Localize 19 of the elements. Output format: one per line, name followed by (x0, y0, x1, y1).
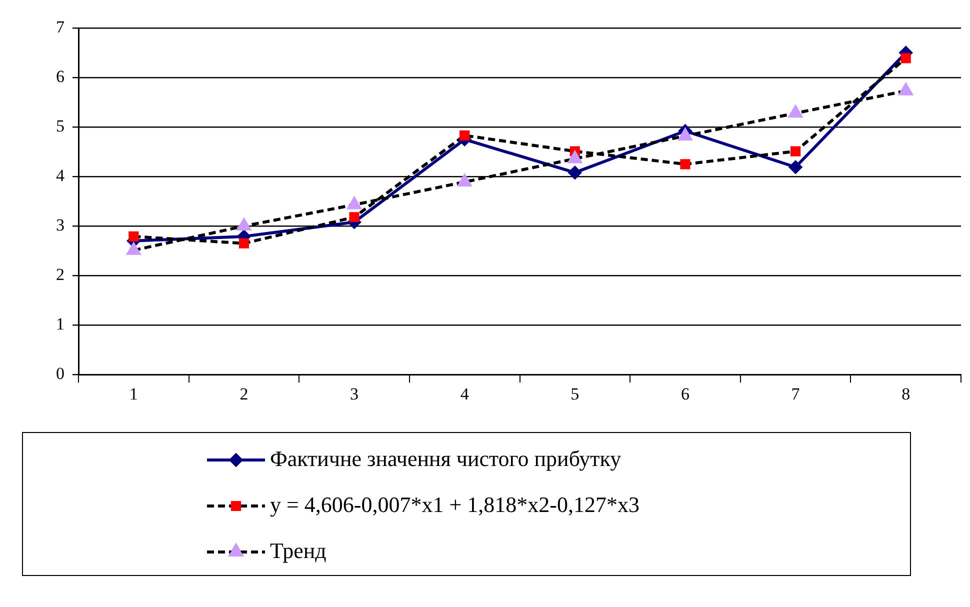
x-tick-label: 3 (350, 384, 359, 404)
y-tick-label: 6 (56, 66, 64, 86)
x-tick-label: 2 (240, 384, 248, 404)
x-tick-label: 6 (680, 384, 690, 404)
x-tick-label: 8 (902, 384, 910, 404)
y-tick-label: 3 (56, 216, 64, 235)
x-tick-label: 5 (570, 384, 580, 404)
y-tick-label: 4 (56, 166, 65, 186)
legend-label: y = 4,606-0,007*x1 + 1,818*x2-0,127*x3 (270, 492, 640, 517)
legend-label: Тренд (270, 538, 326, 563)
y-tick-label: 0 (56, 364, 64, 384)
x-tick-label: 7 (791, 384, 800, 404)
x-tick-label: 1 (129, 384, 138, 404)
y-tick-label: 7 (56, 17, 65, 36)
x-tick-label: 4 (460, 384, 470, 404)
y-tick-label: 2 (56, 265, 64, 284)
y-tick-label: 1 (56, 314, 64, 334)
legend-label: Фактичне значення чистого прибутку (270, 446, 622, 471)
y-tick-label: 5 (56, 116, 64, 136)
